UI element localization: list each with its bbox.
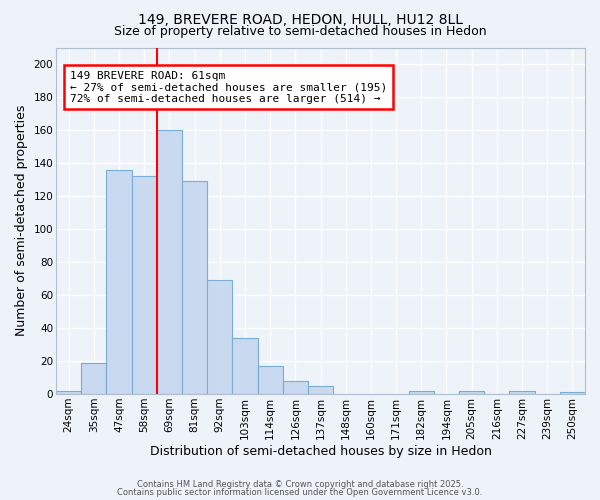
Bar bbox=[560, 392, 585, 394]
Text: Contains HM Land Registry data © Crown copyright and database right 2025.: Contains HM Land Registry data © Crown c… bbox=[137, 480, 463, 489]
Bar bbox=[207, 280, 232, 394]
Bar bbox=[257, 366, 283, 394]
Bar bbox=[409, 390, 434, 394]
Bar bbox=[56, 390, 81, 394]
Bar bbox=[283, 381, 308, 394]
Bar bbox=[157, 130, 182, 394]
Bar bbox=[459, 390, 484, 394]
Bar bbox=[106, 170, 131, 394]
Bar bbox=[182, 181, 207, 394]
Y-axis label: Number of semi-detached properties: Number of semi-detached properties bbox=[15, 105, 28, 336]
Bar bbox=[509, 390, 535, 394]
Bar bbox=[232, 338, 257, 394]
X-axis label: Distribution of semi-detached houses by size in Hedon: Distribution of semi-detached houses by … bbox=[149, 444, 491, 458]
Text: Contains public sector information licensed under the Open Government Licence v3: Contains public sector information licen… bbox=[118, 488, 482, 497]
Bar bbox=[308, 386, 333, 394]
Text: 149 BREVERE ROAD: 61sqm
← 27% of semi-detached houses are smaller (195)
72% of s: 149 BREVERE ROAD: 61sqm ← 27% of semi-de… bbox=[70, 70, 387, 104]
Bar bbox=[131, 176, 157, 394]
Text: Size of property relative to semi-detached houses in Hedon: Size of property relative to semi-detach… bbox=[113, 25, 487, 38]
Bar bbox=[81, 362, 106, 394]
Text: 149, BREVERE ROAD, HEDON, HULL, HU12 8LL: 149, BREVERE ROAD, HEDON, HULL, HU12 8LL bbox=[137, 12, 463, 26]
